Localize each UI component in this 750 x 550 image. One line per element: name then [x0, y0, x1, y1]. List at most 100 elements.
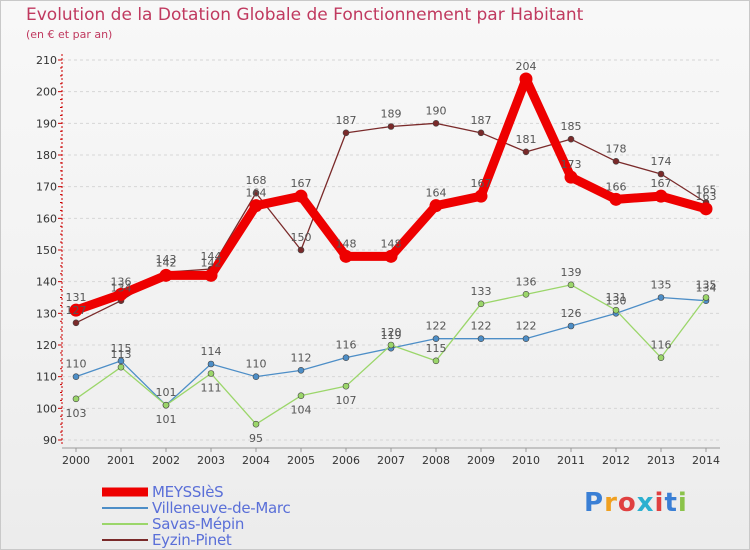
y-tick-label: 90 [43, 434, 57, 447]
y-tick-label: 120 [36, 339, 57, 352]
data-point [429, 199, 443, 213]
data-point [567, 135, 575, 143]
data-point [477, 129, 485, 137]
data-label: 122 [516, 320, 537, 333]
logo-letter: o [617, 488, 637, 518]
data-point [252, 373, 260, 380]
data-point [384, 249, 398, 263]
chart-subtitle: (en € et par an) [26, 28, 113, 41]
x-tick-label: 2011 [557, 454, 585, 467]
data-label: 168 [246, 174, 267, 187]
data-label: 165 [696, 184, 717, 197]
data-label: 204 [516, 60, 537, 73]
data-point [432, 357, 440, 365]
data-point [72, 395, 80, 403]
data-point [207, 360, 215, 368]
data-label: 187 [471, 114, 492, 127]
data-label: 134 [696, 282, 717, 295]
data-point [522, 148, 530, 156]
logo-letter: r [604, 488, 618, 518]
data-point [387, 123, 395, 130]
data-point [657, 354, 665, 361]
y-tick-label: 100 [36, 402, 57, 415]
data-label: 163 [696, 190, 717, 203]
data-label: 126 [561, 307, 582, 320]
data-point [117, 363, 125, 371]
y-tick-label: 140 [36, 276, 57, 289]
data-point [657, 294, 665, 301]
data-label: 112 [291, 351, 312, 364]
x-tick-label: 2002 [152, 454, 180, 467]
logo-letter: i [654, 488, 665, 518]
x-tick-label: 2008 [422, 454, 450, 467]
data-point [204, 268, 218, 282]
data-label: 142 [156, 256, 177, 269]
data-label: 103 [66, 407, 87, 420]
data-point [477, 300, 485, 308]
data-label: 104 [291, 404, 312, 417]
data-label: 164 [426, 187, 447, 200]
data-label: 144 [201, 250, 222, 263]
data-point [252, 420, 260, 428]
data-point [339, 249, 353, 263]
data-point [72, 373, 80, 380]
data-label: 131 [66, 291, 87, 304]
data-point [609, 192, 623, 206]
data-label: 190 [426, 104, 447, 117]
legend-swatch [102, 487, 148, 497]
y-tick-label: 130 [36, 307, 57, 320]
x-tick-label: 2013 [647, 454, 675, 467]
x-tick-label: 2001 [107, 454, 135, 467]
data-point [249, 199, 263, 213]
data-label: 127 [66, 304, 87, 317]
data-label: 119 [381, 329, 402, 342]
data-label: 133 [471, 285, 492, 298]
data-label: 101 [156, 413, 177, 426]
x-tick-label: 2005 [287, 454, 315, 467]
legend-swatch [102, 507, 148, 509]
data-point [657, 170, 665, 178]
data-point [474, 189, 488, 203]
data-label: 174 [651, 155, 672, 168]
y-tick-label: 200 [36, 86, 57, 99]
data-label: 95 [249, 432, 263, 445]
data-label: 139 [561, 266, 582, 279]
data-label: 135 [696, 279, 717, 292]
x-tick-label: 2010 [512, 454, 540, 467]
data-label: 167 [651, 177, 672, 190]
x-tick-label: 2000 [62, 454, 90, 467]
data-label: 114 [201, 345, 222, 358]
data-label: 173 [561, 158, 582, 171]
legend-label: Eyzin-Pinet [152, 531, 232, 549]
data-label: 185 [561, 120, 582, 133]
y-tick-label: 190 [36, 117, 57, 130]
legend-swatch [102, 523, 148, 525]
data-label: 178 [606, 142, 627, 155]
y-tick-label: 150 [36, 244, 57, 257]
data-label: 134 [111, 282, 132, 295]
data-point [162, 401, 170, 409]
data-label: 122 [426, 320, 447, 333]
data-point [654, 189, 668, 203]
data-label: 107 [336, 394, 357, 407]
data-point [612, 158, 620, 165]
data-label: 122 [471, 320, 492, 333]
y-tick-label: 180 [36, 149, 57, 162]
data-label: 113 [111, 348, 132, 361]
data-label: 187 [336, 114, 357, 127]
data-point [567, 281, 575, 289]
legend-label: Villeneuve-de-Marc [152, 499, 291, 517]
proxiti-logo: Proxiti [584, 488, 688, 518]
data-label: 120 [381, 326, 402, 339]
x-tick-label: 2014 [692, 454, 720, 467]
data-point [477, 335, 485, 342]
x-tick-label: 2009 [467, 454, 495, 467]
y-tick-label: 170 [36, 181, 57, 194]
data-label: 136 [516, 275, 537, 288]
data-point [567, 322, 575, 330]
data-point [72, 319, 80, 327]
x-tick-label: 2012 [602, 454, 630, 467]
data-point [342, 129, 350, 137]
data-point [612, 306, 620, 314]
